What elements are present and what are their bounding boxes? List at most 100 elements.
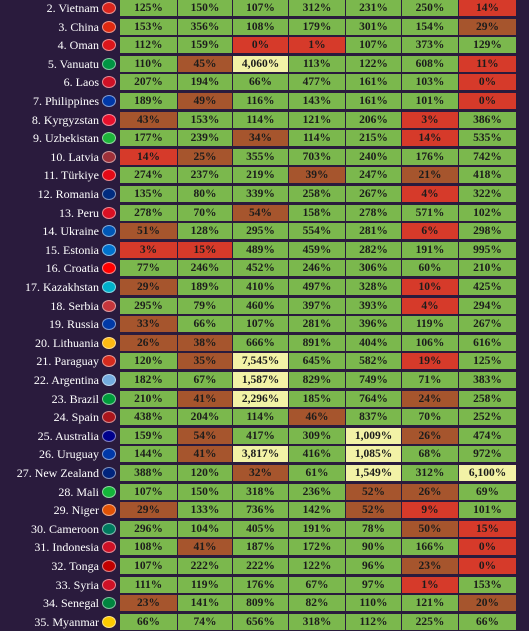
heatmap-cell: 107%: [233, 316, 288, 333]
flag-icon: [102, 150, 116, 163]
heatmap-cell: 554%: [289, 223, 345, 240]
heatmap-row: 27. New Zealand 388% 120% 32% 61% 1,549% 312% 6…: [0, 464, 529, 482]
flag-icon: [102, 20, 116, 33]
heatmap-cell: 809%: [233, 595, 288, 612]
heatmap-cell: 571%: [402, 204, 458, 221]
heatmap-row: 26. Uruguay 144% 41% 3,817% 416% 1,085% 68% 972…: [0, 445, 529, 463]
heatmap-cell: 204%: [178, 409, 232, 426]
flag-icon: [102, 392, 116, 405]
heatmap-row: 22. Argentina 182% 67% 1,587% 829% 749% 71% 383…: [0, 371, 529, 389]
flag-icon: [102, 76, 116, 89]
heatmap-cell: 6%: [402, 223, 458, 240]
heatmap-cell: 101%: [459, 502, 516, 519]
heatmap-cell: 26%: [402, 483, 458, 500]
flag-icon: [102, 243, 116, 256]
heatmap-cell: 161%: [346, 74, 401, 91]
heatmap-row: 21. Paraguay 120% 35% 7,545% 645% 582% 19% 125%: [0, 352, 529, 370]
heatmap-row: 10. Latvia 14% 25% 355% 703% 240% 176% 742%: [0, 148, 529, 166]
heatmap-cell: 143%: [289, 93, 345, 109]
heatmap-cell: 144%: [120, 446, 177, 463]
heatmap-cell: 222%: [178, 558, 232, 574]
heatmap-row: 7. Philippines 189% 49% 116% 143% 161% 101% 0%: [0, 92, 529, 110]
heatmap-cell: 29%: [120, 502, 177, 519]
heatmap-cell: 112%: [346, 613, 401, 630]
heatmap-cell: 135%: [120, 186, 177, 202]
flag-icon: [102, 578, 116, 591]
heatmap-cell: 1,549%: [346, 465, 401, 481]
heatmap-row: 6. Laos 207% 194% 66% 477% 161% 103% 0%: [0, 73, 529, 91]
heatmap-cell: 14%: [459, 0, 516, 16]
heatmap-cell: 206%: [346, 111, 401, 128]
flag-icon: [102, 429, 116, 442]
heatmap-cell: 114%: [233, 111, 288, 128]
heatmap-cell: 247%: [346, 167, 401, 184]
heatmap-cell: 172%: [289, 539, 345, 556]
flag-icon: [102, 597, 116, 610]
heatmap-row: 9. Uzbekistan 177% 239% 34% 114% 215% 14% 535%: [0, 129, 529, 147]
heatmap-cell: 4%: [402, 297, 458, 314]
country-label: 21. Paraguay: [36, 354, 99, 369]
heatmap-cell: 121%: [289, 111, 345, 128]
flag-icon: [102, 95, 116, 107]
country-label: 25. Australia: [37, 428, 99, 443]
heatmap-cell: 306%: [346, 260, 401, 277]
country-label: 19. Russia: [48, 317, 99, 332]
heatmap-cell: 141%: [178, 595, 232, 612]
heatmap-cell: 33%: [120, 316, 177, 333]
heatmap-cell: 43%: [120, 111, 177, 128]
heatmap-cell: 301%: [346, 18, 401, 35]
heatmap-row: 33. Syria 111% 119% 176% 67% 97% 1% 153%: [0, 576, 529, 594]
heatmap-cell: 41%: [178, 539, 232, 556]
heatmap-cell: 296%: [120, 520, 177, 537]
heatmap-cell: 116%: [233, 93, 288, 109]
flag-icon: [102, 113, 116, 126]
heatmap-cell: 112%: [120, 37, 177, 54]
country-label: 20. Lithuania: [35, 335, 99, 350]
heatmap-cell: 9%: [402, 502, 458, 519]
heatmap-cell: 97%: [346, 576, 401, 593]
heatmap-cell: 3,817%: [233, 446, 288, 463]
flag-icon: [102, 132, 116, 145]
heatmap-cell: 222%: [233, 558, 288, 574]
heatmap-cell: 25%: [178, 148, 232, 165]
heatmap-cell: 240%: [346, 148, 401, 165]
heatmap-cell: 66%: [120, 613, 177, 630]
heatmap-cell: 219%: [233, 167, 288, 184]
heatmap-row: 25. Australia 159% 54% 417% 309% 1,009% 26% 474…: [0, 427, 529, 445]
heatmap-cell: 119%: [178, 576, 232, 593]
heatmap-cell: 4,060%: [233, 55, 288, 72]
flag-icon: [102, 281, 116, 293]
heatmap-cell: 225%: [402, 613, 458, 630]
heatmap-cell: 20%: [459, 595, 516, 612]
heatmap-cell: 108%: [233, 18, 288, 35]
heatmap-cell: 189%: [120, 93, 177, 109]
heatmap-cell: 52%: [346, 483, 401, 500]
heatmap-cell: 418%: [459, 167, 516, 184]
heatmap-cell: 459%: [289, 241, 345, 258]
flag-icon: [102, 169, 116, 182]
heatmap-cell: 38%: [178, 334, 232, 351]
heatmap-row: 3. China 153% 356% 108% 179% 301% 154% 29%: [0, 18, 529, 36]
heatmap-cell: 438%: [120, 409, 177, 426]
heatmap-cell: 397%: [289, 297, 345, 314]
heatmap-cell: 386%: [459, 111, 516, 128]
heatmap-row: 34. Senegal 23% 141% 809% 82% 110% 121% 20%: [0, 594, 529, 612]
heatmap-row: 18. Serbia 295% 79% 460% 397% 393% 4% 294%: [0, 297, 529, 315]
heatmap-cell: 4%: [402, 186, 458, 202]
heatmap-cell: 356%: [178, 18, 232, 35]
country-label: 33. Syria: [55, 577, 99, 592]
heatmap-cell: 474%: [459, 427, 516, 444]
heatmap-cell: 46%: [289, 409, 345, 426]
heatmap-cell: 49%: [178, 93, 232, 109]
heatmap-cell: 535%: [459, 130, 516, 147]
heatmap-row: 24. Spain 438% 204% 114% 46% 837% 70% 252%: [0, 408, 529, 426]
heatmap-cell: 177%: [120, 130, 177, 147]
heatmap-cell: 15%: [459, 520, 516, 537]
heatmap-cell: 837%: [346, 409, 401, 426]
country-label: 30. Cameroon: [31, 521, 99, 536]
country-label: 5. Vanuatu: [47, 56, 99, 71]
flag-icon: [102, 522, 116, 535]
heatmap-row: 11. Türkiye 274% 237% 219% 39% 247% 21% 418%: [0, 166, 529, 184]
country-label: 32. Tonga: [51, 559, 99, 573]
heatmap-cell: 764%: [346, 390, 401, 407]
